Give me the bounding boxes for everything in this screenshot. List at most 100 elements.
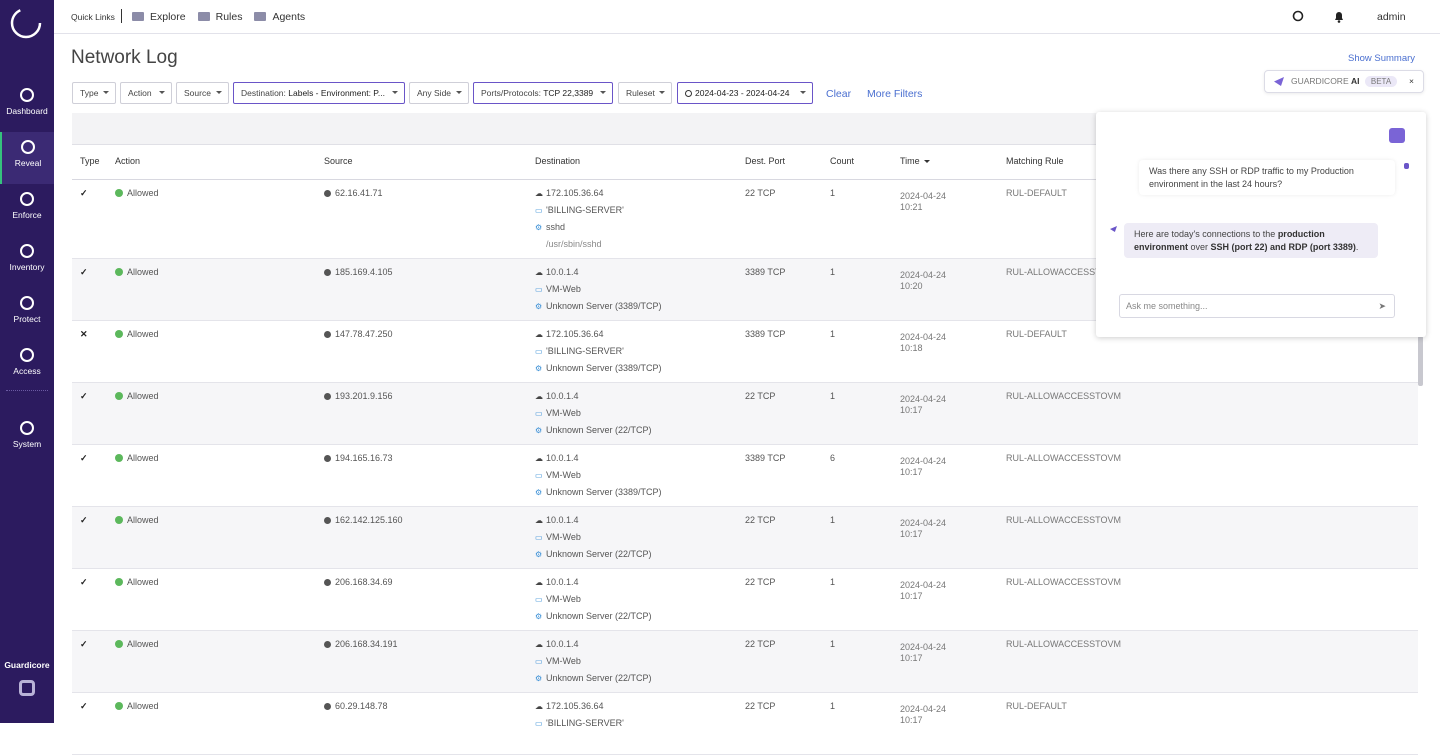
dest-text: 10.0.1.4	[546, 453, 579, 463]
globe-icon	[324, 393, 331, 400]
dest-port: 3389 TCP	[745, 326, 785, 343]
column-header[interactable]: Matching Rule	[1006, 156, 1064, 166]
filter-label: Destination:	[241, 88, 286, 98]
chat-input[interactable]: Ask me something...➤	[1119, 294, 1395, 318]
ai-chip[interactable]: GUARDICORE AI BETA ×	[1264, 70, 1424, 93]
table-row[interactable]: ✓Allowed162.142.125.160☁10.0.1.4▭VM-Web⚙…	[72, 507, 1418, 569]
nav-item[interactable]: Access	[0, 340, 54, 392]
type-icon: ✓	[80, 185, 88, 202]
time: 10:18	[900, 343, 923, 354]
quick-link[interactable]: Explore	[150, 11, 186, 23]
date: 2024-04-24	[900, 332, 946, 343]
dest-text: VM-Web	[546, 284, 581, 294]
time: 10:17	[900, 529, 923, 540]
send[interactable]: ➤	[1378, 295, 1386, 317]
allowed-dot	[115, 702, 123, 710]
destination-line: ▭VM-Web	[535, 529, 581, 546]
filter[interactable]: 2024-04-23 - 2024-04-24	[677, 82, 813, 104]
destination-line: ☁172.105.36.64	[535, 698, 604, 715]
nav-item[interactable]: System	[0, 413, 54, 465]
nav-item[interactable]: Enforce	[0, 184, 54, 236]
quick-link[interactable]: Agents	[272, 11, 305, 23]
close[interactable]: ×	[1409, 71, 1414, 92]
brand-icon	[19, 680, 35, 696]
scrollbar	[1418, 336, 1423, 386]
nav-item[interactable]: Reveal	[0, 132, 54, 184]
filter[interactable]: Action	[120, 82, 172, 104]
nav-item[interactable]: Protect	[0, 288, 54, 340]
dest-port: 22 TCP	[745, 185, 775, 202]
date: 2024-04-24	[900, 394, 946, 405]
source-ip: 193.201.9.156	[335, 391, 393, 401]
count: 1	[830, 574, 835, 591]
action-text: Allowed	[127, 267, 159, 277]
dest-text: /usr/sbin/sshd	[546, 239, 602, 249]
filter[interactable]: Any Side	[409, 82, 469, 104]
globe-icon	[324, 641, 331, 648]
nav-icon	[20, 192, 34, 206]
column-header[interactable]: Destination	[535, 156, 580, 166]
destination-line: ☁10.0.1.4	[535, 264, 579, 281]
more-filters[interactable]: More Filters	[867, 88, 922, 100]
nav-item[interactable]: Dashboard	[0, 80, 54, 132]
date: 2024-04-24	[900, 704, 946, 715]
column-header[interactable]: Source	[324, 156, 353, 166]
user-menu[interactable]: admin	[1377, 11, 1406, 23]
date: 2024-04-24	[900, 518, 946, 529]
source-ip: 147.78.47.250	[335, 329, 393, 339]
nav-label: System	[0, 439, 54, 449]
action-text: Allowed	[127, 391, 159, 401]
dest-text: 172.105.36.64	[546, 188, 604, 198]
table-row[interactable]: ✓Allowed193.201.9.156☁10.0.1.4▭VM-Web⚙Un…	[72, 383, 1418, 445]
allowed-dot	[115, 516, 123, 524]
folder-icon	[132, 12, 144, 21]
destination-line: ⚙Unknown Server (3389/TCP)	[535, 484, 662, 501]
column-header[interactable]: Count	[830, 156, 854, 166]
dest-text: Unknown Server (22/TCP)	[546, 425, 652, 435]
filter[interactable]: Ruleset	[618, 82, 672, 104]
table-row[interactable]: ✓Allowed206.168.34.191☁10.0.1.4▭VM-Web⚙U…	[72, 631, 1418, 693]
matching-rule: RUL-DEFAULT	[1006, 326, 1067, 343]
column-header[interactable]: Type	[80, 156, 100, 166]
column-header[interactable]: Action	[115, 156, 140, 166]
dest-icon: ⚙	[535, 422, 546, 439]
action-text: Allowed	[127, 639, 159, 649]
nav-item[interactable]: Inventory	[0, 236, 54, 288]
time: 10:17	[900, 405, 923, 416]
filter[interactable]: Ports/Protocols: TCP 22,3389	[473, 82, 613, 104]
table-row[interactable]: ✓Allowed60.29.148.78☁172.105.36.64▭'BILL…	[72, 693, 1418, 755]
matching-rule: RUL-ALLOWACCESSTOVM	[1006, 512, 1121, 529]
dest-text: Unknown Server (3389/TCP)	[546, 487, 662, 497]
dest-text: sshd	[546, 222, 565, 232]
dest-text: Unknown Server (22/TCP)	[546, 611, 652, 621]
notifications[interactable]	[1332, 9, 1346, 23]
destination-line: ▭VM-Web	[535, 467, 581, 484]
new-chat[interactable]	[1389, 128, 1405, 143]
filter[interactable]: Destination: Labels - Environment: P...	[233, 82, 405, 104]
type-icon: ✓	[80, 512, 88, 529]
dest-icon: ☁	[535, 326, 546, 343]
table-row[interactable]: ✓Allowed194.165.16.73☁10.0.1.4▭VM-Web⚙Un…	[72, 445, 1418, 507]
action: Allowed	[115, 388, 159, 405]
reply-text: Here are today's connections to the	[1134, 229, 1278, 239]
filter[interactable]: Source	[176, 82, 229, 104]
filter[interactable]: Type	[72, 82, 116, 104]
column-header[interactable]: Dest. Port	[745, 156, 785, 166]
source: 193.201.9.156	[324, 388, 393, 405]
folder-icon	[198, 12, 210, 21]
refresh[interactable]	[1292, 10, 1304, 22]
action: Allowed	[115, 450, 159, 467]
column-header[interactable]: Time	[900, 156, 920, 166]
time: 10:17	[900, 715, 923, 726]
action: Allowed	[115, 636, 159, 653]
show-summary[interactable]: Show Summary	[1348, 53, 1415, 64]
dest-text: 10.0.1.4	[546, 267, 579, 277]
destination-line: ☁10.0.1.4	[535, 574, 579, 591]
clear-filters[interactable]: Clear	[826, 88, 851, 100]
destination-line: ⚙Unknown Server (3389/TCP)	[535, 298, 662, 315]
dest-icon: ⚙	[535, 298, 546, 315]
quick-link[interactable]: Rules	[216, 11, 243, 23]
table-row[interactable]: ✓Allowed206.168.34.69☁10.0.1.4▭VM-Web⚙Un…	[72, 569, 1418, 631]
destination-line: ▭'BILLING-SERVER'	[535, 343, 624, 360]
destination-line: ☁10.0.1.4	[535, 512, 579, 529]
